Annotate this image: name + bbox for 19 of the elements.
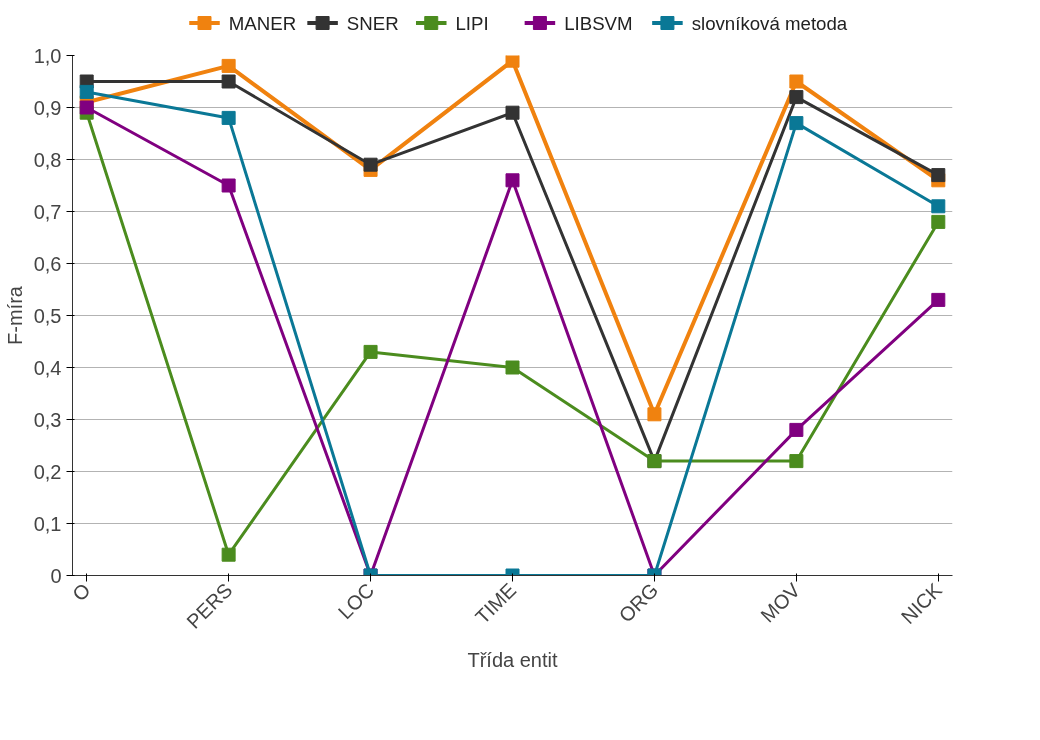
y-axis-title: F-míra [3,285,26,345]
y-tick-label: 0,4 [33,356,62,379]
y-tick-label: 1,0 [33,44,62,67]
y-tick-label: 0,6 [33,252,62,275]
legend-label: LIBSVM [564,12,633,34]
x-tick-label: O [67,578,95,606]
legend-label: MANER [228,12,297,34]
y-tick-label: 0,2 [33,460,62,483]
y-tick-label: 0,7 [33,200,62,223]
y-tick-label: 0,8 [33,148,62,171]
y-tick-label: 0,3 [33,408,62,431]
legend-label: SNER [346,12,399,34]
y-tick-label: 0,9 [33,96,62,119]
x-axis-title: Třída entit [467,648,558,671]
y-tick-label: 0 [50,564,62,587]
y-tick-label: 0,1 [33,512,62,535]
legend-label: LIPI [455,12,489,34]
legend-label: slovníková metoda [691,12,848,34]
y-tick-label: 0,5 [33,304,62,327]
